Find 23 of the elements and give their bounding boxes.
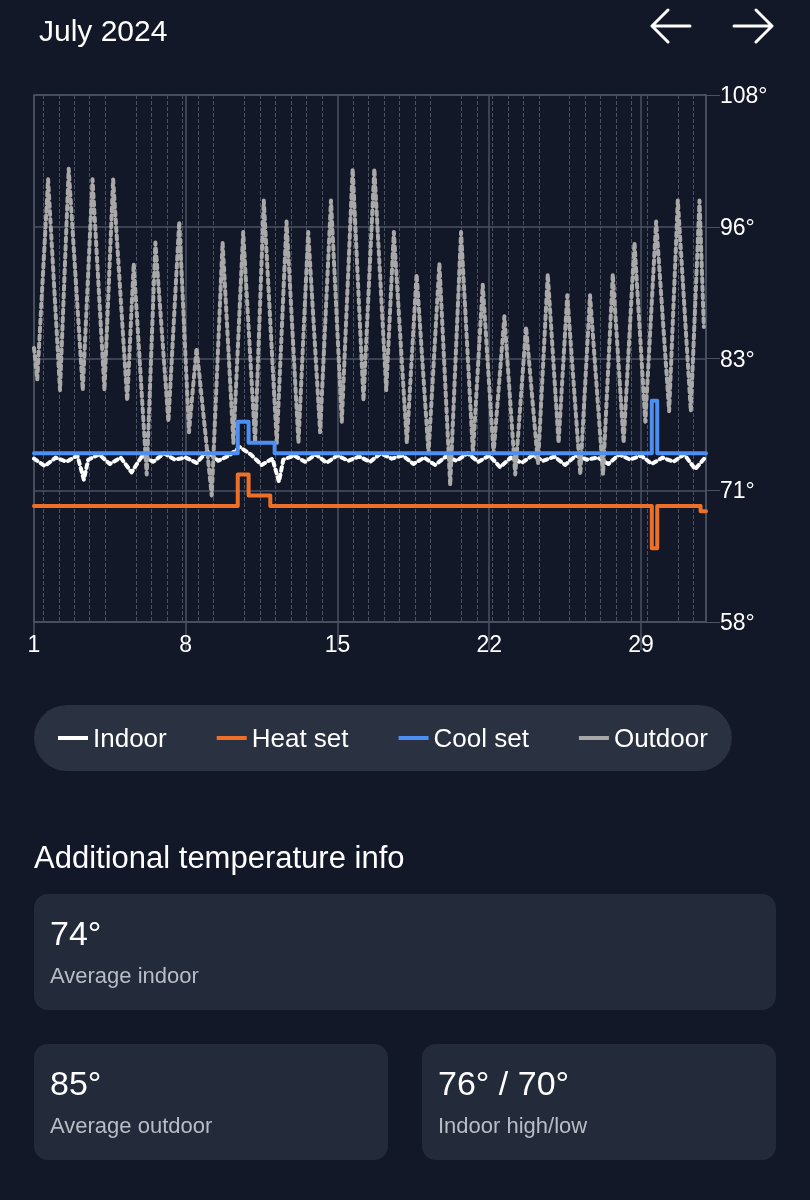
y-tick-label: 83° (720, 345, 755, 372)
y-tick-label: 58° (720, 609, 755, 635)
x-tick-label: 1 (27, 630, 41, 657)
legend-label: Heat set (251, 723, 350, 753)
y-tick-label: 71° (720, 477, 755, 504)
text: 74° (50, 914, 103, 953)
legend-label: Cool set (433, 723, 530, 753)
text: Average outdoor (50, 1113, 214, 1139)
x-tick-label: 15 (324, 630, 351, 657)
text: 76° / 70° (438, 1064, 571, 1103)
line-series (32, 445, 708, 484)
x-tick-label: 29 (628, 630, 654, 657)
chart-title: July 2024 (39, 13, 168, 47)
text: Average indoor (50, 963, 200, 989)
legend-label: Outdoor (613, 723, 709, 753)
y-tick-label: 96° (720, 213, 755, 240)
x-tick-label: 22 (476, 630, 503, 657)
text: Indoor high/low (438, 1113, 589, 1139)
y-tick-label: 108° (720, 82, 768, 108)
legend-label: Indoor (93, 723, 168, 753)
text: Additional temperature info (34, 840, 406, 876)
text: 85° (50, 1064, 103, 1103)
x-tick-label: 8 (179, 630, 193, 657)
